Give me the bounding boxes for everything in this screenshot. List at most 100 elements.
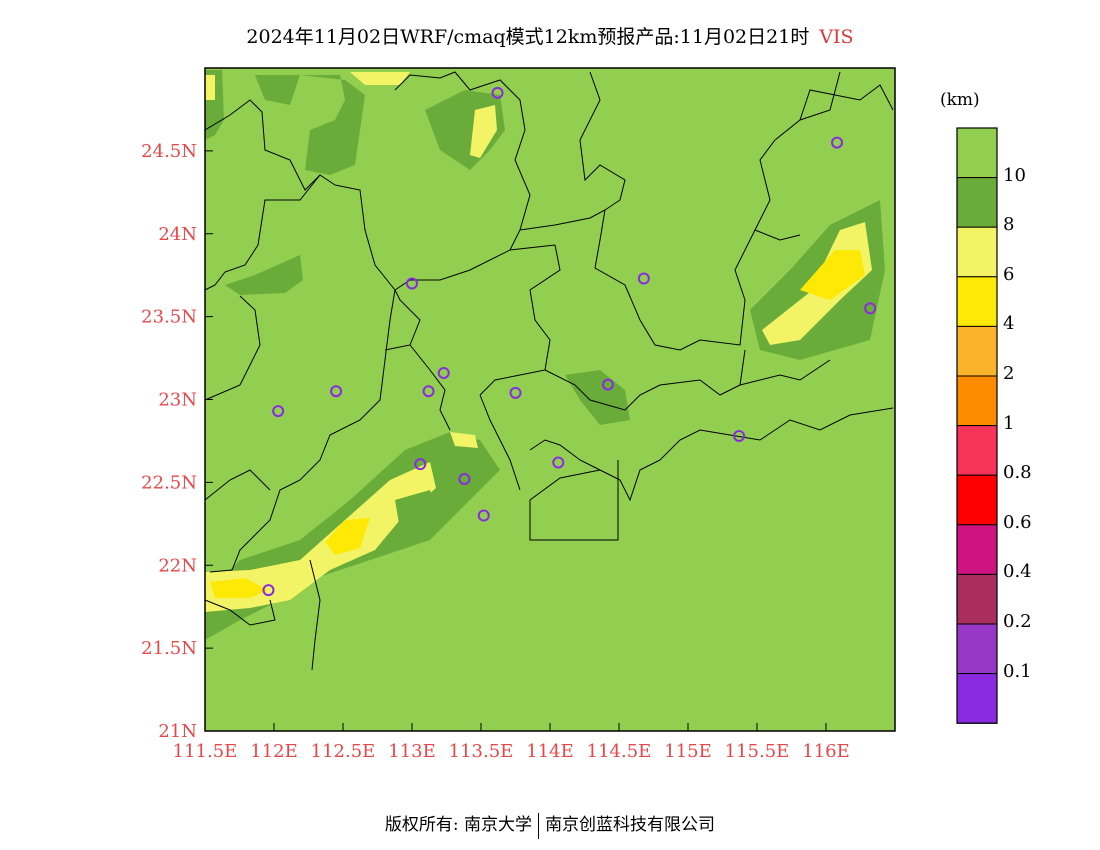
colorbar-swatch	[956, 425, 998, 476]
admin-boundary	[754, 229, 801, 241]
x-tick-label: 115E	[664, 741, 712, 762]
admin-boundary	[544, 349, 746, 411]
y-tick-label: 22N	[158, 555, 197, 576]
x-tick-label: 111.5E	[173, 741, 238, 762]
colorbar-label: 1	[1003, 412, 1015, 434]
x-tick-label: 114.5E	[587, 741, 652, 762]
vis-patch	[470, 105, 497, 158]
admin-boundary	[519, 71, 626, 231]
admin-boundary	[799, 84, 894, 121]
station-marker	[330, 385, 343, 398]
colorbar-swatch	[956, 226, 998, 278]
colorbar-frame	[956, 127, 998, 724]
admin-boundary	[334, 184, 556, 291]
station-marker	[552, 456, 565, 469]
vis-patch	[450, 432, 478, 448]
colorbar-unit: (km)	[940, 90, 980, 110]
admin-boundary	[209, 289, 396, 573]
admin-boundary	[384, 289, 421, 351]
colorbar-label: 0.8	[1003, 462, 1032, 484]
colorbar-label: 2	[1003, 363, 1015, 384]
x-tick-label: 113E	[388, 741, 436, 762]
station-marker	[272, 405, 285, 418]
station-marker	[477, 509, 490, 522]
vis-patch	[205, 75, 215, 100]
station-marker	[831, 136, 844, 149]
title-main: 2024年11月02日WRF/cmaq模式12km预报产品:11月02日21时	[246, 26, 810, 48]
vis-patch	[350, 72, 410, 85]
footer-divider	[538, 812, 540, 839]
colorbar-label: 8	[1003, 214, 1015, 236]
colorbar-label: 0.2	[1003, 611, 1032, 632]
colorbar-swatch	[956, 375, 998, 427]
station-marker	[458, 473, 471, 486]
colorbar-swatch	[956, 127, 998, 179]
y-tick-label: 23.5N	[141, 307, 197, 328]
station-marker	[262, 584, 275, 597]
admin-boundary	[204, 469, 271, 501]
vis-patch	[205, 462, 436, 612]
admin-boundary	[409, 344, 451, 431]
colorbar-label: 0.4	[1003, 561, 1032, 583]
y-tick-label: 21N	[158, 721, 197, 742]
colorbar-swatch	[956, 177, 998, 228]
colorbar-swatch	[956, 276, 998, 327]
admin-boundary	[529, 407, 894, 502]
colorbar-swatch	[956, 474, 998, 526]
colorbar-swatch	[956, 673, 998, 724]
y-tick-label: 23N	[158, 390, 197, 411]
station-marker	[437, 366, 450, 379]
x-tick-label: 116E	[802, 741, 850, 762]
vis-patch	[800, 250, 865, 300]
copyright-footer: 版权所有: 南京大学 南京创蓝科技有限公司	[0, 810, 1100, 839]
vis-patch	[210, 578, 268, 598]
admin-boundary	[204, 99, 336, 191]
colorbar-label: 0.6	[1003, 511, 1032, 533]
admin-boundary	[204, 295, 261, 401]
colorbar-label: 6	[1003, 263, 1015, 285]
station-marker	[491, 86, 504, 99]
admin-boundary	[479, 244, 561, 396]
footer-left: 版权所有: 南京大学	[384, 815, 533, 835]
colorbar-label: 10	[1003, 164, 1026, 186]
admin-boundary	[309, 559, 321, 671]
vis-patch	[325, 518, 370, 555]
station-marker	[637, 272, 650, 285]
admin-boundary	[394, 71, 531, 251]
station-marker	[509, 386, 522, 399]
colorbar-label: 0.1	[1003, 660, 1032, 682]
admin-boundary	[739, 359, 831, 386]
station-marker	[601, 378, 614, 391]
station-marker	[733, 429, 746, 442]
colorbar-swatch	[956, 325, 998, 377]
admin-boundary	[594, 71, 841, 351]
map-title: 2024年11月02日WRF/cmaq模式12km预报产品:11月02日21时 V…	[0, 22, 1100, 49]
colorbar-swatch	[956, 573, 998, 625]
y-tick-label: 21.5N	[141, 638, 197, 659]
y-tick-label: 24N	[158, 224, 197, 245]
station-marker	[406, 277, 418, 290]
station-marker	[864, 302, 877, 315]
x-tick-label: 112E	[250, 741, 298, 762]
x-tick-label: 114E	[526, 741, 574, 762]
x-tick-label: 112.5E	[311, 741, 376, 762]
vis-patch	[225, 255, 303, 295]
admin-boundary	[204, 599, 276, 626]
admin-boundary	[479, 394, 521, 491]
station-marker	[414, 458, 427, 471]
y-tick-label: 24.5N	[141, 141, 197, 162]
admin-boundary	[529, 460, 619, 541]
footer-right: 南京创蓝科技有限公司	[545, 815, 716, 835]
vis-field-background	[205, 68, 895, 731]
vis-patch	[255, 75, 300, 105]
title-variable: VIS	[819, 26, 854, 48]
x-tick-label: 115.5E	[725, 741, 790, 762]
vis-patch	[300, 75, 365, 175]
admin-boundary	[204, 174, 321, 291]
colorbar-swatch	[956, 524, 998, 575]
station-marker	[422, 385, 435, 398]
y-tick-label: 22.5N	[141, 472, 197, 493]
colorbar-label: 4	[1003, 313, 1015, 335]
x-tick-label: 113.5E	[449, 741, 514, 762]
